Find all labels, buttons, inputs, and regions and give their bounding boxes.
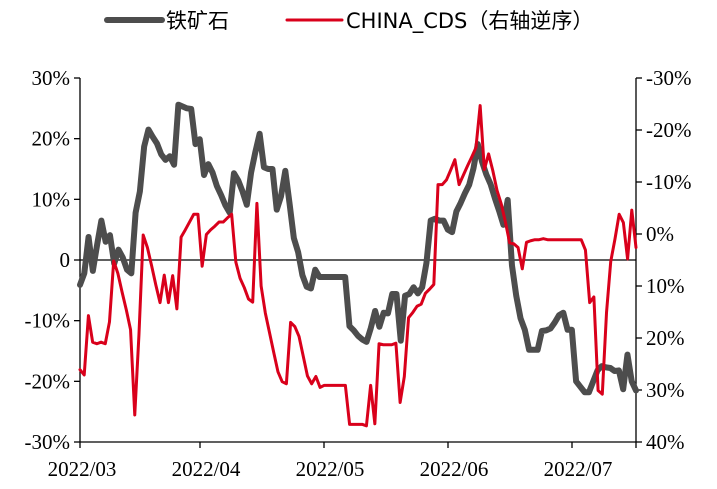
left-tick-label: -10% bbox=[25, 309, 71, 333]
x-tick-label: 2022/06 bbox=[420, 457, 489, 481]
series-line-iron-ore bbox=[77, 101, 639, 396]
x-tick-label: 2022/04 bbox=[172, 457, 241, 481]
left-tick-label: 0 bbox=[60, 248, 71, 272]
x-tick-label: 2022/07 bbox=[544, 457, 613, 481]
series-line-china-cds bbox=[78, 104, 638, 428]
right-tick-label: 10% bbox=[646, 274, 685, 298]
right-tick-label: -30% bbox=[646, 66, 692, 90]
x-tick-label: 2022/03 bbox=[48, 457, 117, 481]
left-tick-label: -30% bbox=[25, 430, 71, 454]
legend-label: CHINA_CDS（右轴逆序） bbox=[346, 9, 593, 34]
right-tick-label: -20% bbox=[646, 118, 692, 142]
right-tick-label: 30% bbox=[646, 378, 685, 402]
plot-area bbox=[77, 101, 639, 428]
right-tick-label: -10% bbox=[646, 170, 692, 194]
right-tick-label: 20% bbox=[646, 326, 685, 350]
left-tick-label: 30% bbox=[32, 66, 71, 90]
left-tick-label: 10% bbox=[32, 187, 71, 211]
right-tick-label: 40% bbox=[646, 430, 685, 454]
left-tick-label: -20% bbox=[25, 369, 71, 393]
legend: 铁矿石 CHINA_CDS（右轴逆序） bbox=[104, 9, 593, 34]
x-tick-label: 2022/05 bbox=[296, 457, 365, 481]
right-tick-label: 0% bbox=[646, 222, 674, 246]
axes: 30% 20% 10% 0 -10% -20% -30% -30% -20% -10% 0% 10% 2… bbox=[25, 66, 692, 481]
left-tick-label: 20% bbox=[32, 127, 71, 151]
legend-label: 铁矿石 bbox=[166, 9, 229, 33]
